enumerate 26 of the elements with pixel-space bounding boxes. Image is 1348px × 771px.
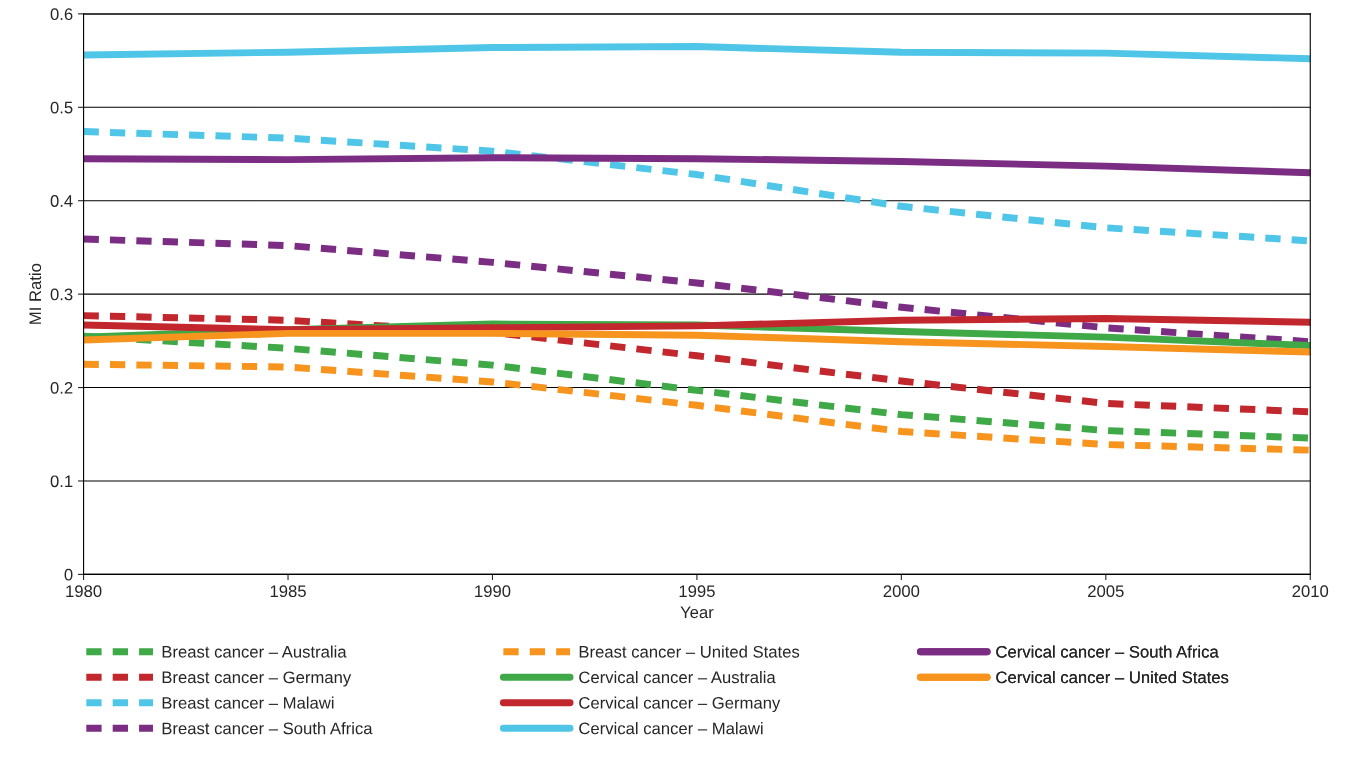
x-tick-label: 1990 <box>475 585 511 598</box>
y-tick-label: 0.3 <box>50 288 73 301</box>
x-tick-label: 1995 <box>679 585 715 598</box>
legend-label: Breast cancer – Malawi <box>162 696 334 709</box>
legend-label: Breast cancer – South Africa <box>162 722 373 735</box>
x-tick-label: 2005 <box>1088 585 1124 598</box>
legend-label: Cervical cancer – South Africa <box>996 645 1219 658</box>
x-tick-label: 1985 <box>270 585 306 598</box>
x-tick-label: 2000 <box>883 585 920 598</box>
legend-label: Cervical cancer – Malawi <box>579 722 763 735</box>
x-tick-label: 1980 <box>66 585 102 598</box>
legend-label: Cervical cancer – Australia <box>579 670 776 684</box>
legend-label: Breast cancer – Australia <box>162 645 347 658</box>
y-axis-title: MI Ratio <box>28 263 42 324</box>
y-tick-label: 0 <box>64 568 73 581</box>
y-tick-label: 0.6 <box>50 8 73 21</box>
legend-label: Cervical cancer – United States <box>996 670 1229 684</box>
legend-label: Breast cancer – United States <box>579 645 800 658</box>
legend-label: Breast cancer – Germany <box>162 671 352 687</box>
x-tick-label: 2010 <box>1292 585 1329 598</box>
y-tick-label: 0.1 <box>50 475 73 488</box>
x-axis-title: Year <box>680 606 714 619</box>
y-tick-label: 0.2 <box>50 381 73 394</box>
y-tick-label: 0.4 <box>50 195 73 207</box>
y-tick-label: 0.5 <box>50 101 73 114</box>
legend-label: Cervical cancer – Germany <box>579 696 781 713</box>
